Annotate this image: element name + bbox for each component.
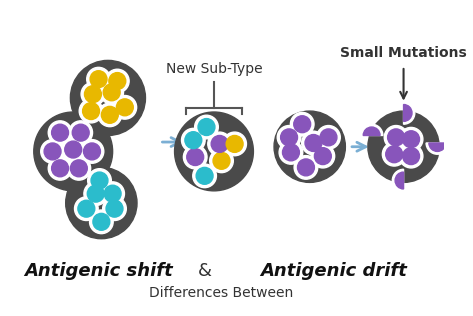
Circle shape — [368, 111, 439, 182]
Circle shape — [70, 60, 146, 136]
Circle shape — [70, 160, 88, 177]
Circle shape — [315, 148, 331, 165]
Circle shape — [185, 132, 202, 149]
Circle shape — [103, 197, 126, 221]
Circle shape — [106, 200, 123, 217]
Text: Antigenic drift: Antigenic drift — [260, 262, 407, 280]
Circle shape — [84, 182, 107, 205]
Circle shape — [320, 129, 337, 146]
Circle shape — [282, 144, 299, 161]
Circle shape — [83, 103, 99, 119]
Circle shape — [101, 182, 124, 205]
Circle shape — [195, 115, 219, 139]
Circle shape — [67, 156, 91, 180]
Circle shape — [385, 146, 403, 163]
Circle shape — [279, 141, 303, 164]
Circle shape — [210, 149, 233, 173]
Circle shape — [116, 99, 133, 116]
Circle shape — [311, 144, 335, 168]
Circle shape — [48, 156, 72, 180]
Circle shape — [316, 125, 340, 149]
Circle shape — [175, 112, 254, 191]
Circle shape — [41, 140, 64, 163]
Circle shape — [298, 159, 315, 176]
Circle shape — [98, 103, 122, 127]
Wedge shape — [392, 169, 403, 192]
Circle shape — [290, 112, 314, 136]
Circle shape — [294, 155, 318, 179]
Circle shape — [75, 197, 98, 221]
Circle shape — [399, 144, 423, 168]
Circle shape — [382, 143, 406, 166]
Circle shape — [103, 84, 120, 101]
Wedge shape — [395, 172, 403, 189]
Circle shape — [81, 82, 105, 106]
Circle shape — [104, 185, 121, 202]
Circle shape — [403, 148, 420, 165]
Text: Small Mutations: Small Mutations — [340, 46, 467, 60]
Circle shape — [44, 143, 61, 160]
Circle shape — [69, 121, 93, 144]
Circle shape — [65, 141, 82, 158]
Circle shape — [72, 124, 89, 141]
Circle shape — [211, 136, 228, 152]
Circle shape — [66, 167, 137, 239]
Circle shape — [52, 160, 69, 177]
Circle shape — [84, 143, 100, 160]
Wedge shape — [360, 124, 383, 136]
Text: Differences Between: Differences Between — [149, 286, 294, 300]
Wedge shape — [363, 127, 380, 136]
Circle shape — [196, 167, 213, 184]
Circle shape — [105, 69, 129, 93]
Circle shape — [223, 132, 246, 156]
Circle shape — [274, 111, 345, 182]
Circle shape — [90, 71, 107, 88]
Circle shape — [34, 112, 113, 191]
Wedge shape — [429, 143, 446, 151]
Circle shape — [403, 131, 420, 148]
Circle shape — [85, 86, 101, 103]
Circle shape — [80, 140, 104, 163]
Circle shape — [48, 121, 72, 144]
Circle shape — [91, 172, 108, 189]
Circle shape — [93, 213, 110, 230]
Text: &: & — [198, 262, 211, 280]
Circle shape — [294, 116, 311, 133]
Circle shape — [78, 200, 95, 217]
Circle shape — [109, 73, 126, 89]
Circle shape — [79, 99, 103, 123]
Circle shape — [182, 128, 205, 152]
Circle shape — [384, 125, 408, 149]
Circle shape — [399, 127, 423, 151]
Circle shape — [302, 131, 325, 155]
Wedge shape — [426, 143, 448, 154]
Circle shape — [277, 125, 301, 149]
Circle shape — [88, 185, 104, 202]
Text: Antigenic shift: Antigenic shift — [24, 262, 173, 280]
Circle shape — [88, 169, 111, 192]
Circle shape — [305, 135, 322, 151]
Circle shape — [193, 164, 217, 188]
Circle shape — [280, 129, 298, 146]
Circle shape — [387, 129, 404, 146]
Circle shape — [61, 138, 85, 161]
Circle shape — [89, 210, 113, 234]
Circle shape — [100, 81, 123, 104]
Circle shape — [101, 106, 118, 123]
Text: New Sub-Type: New Sub-Type — [166, 62, 263, 76]
Circle shape — [226, 136, 243, 152]
Wedge shape — [403, 102, 415, 124]
Circle shape — [198, 118, 215, 136]
Wedge shape — [403, 105, 412, 121]
Circle shape — [87, 67, 110, 91]
Circle shape — [208, 132, 231, 156]
Circle shape — [184, 145, 207, 169]
Circle shape — [113, 95, 137, 119]
Circle shape — [52, 124, 69, 141]
Circle shape — [213, 152, 230, 169]
Circle shape — [187, 149, 204, 166]
